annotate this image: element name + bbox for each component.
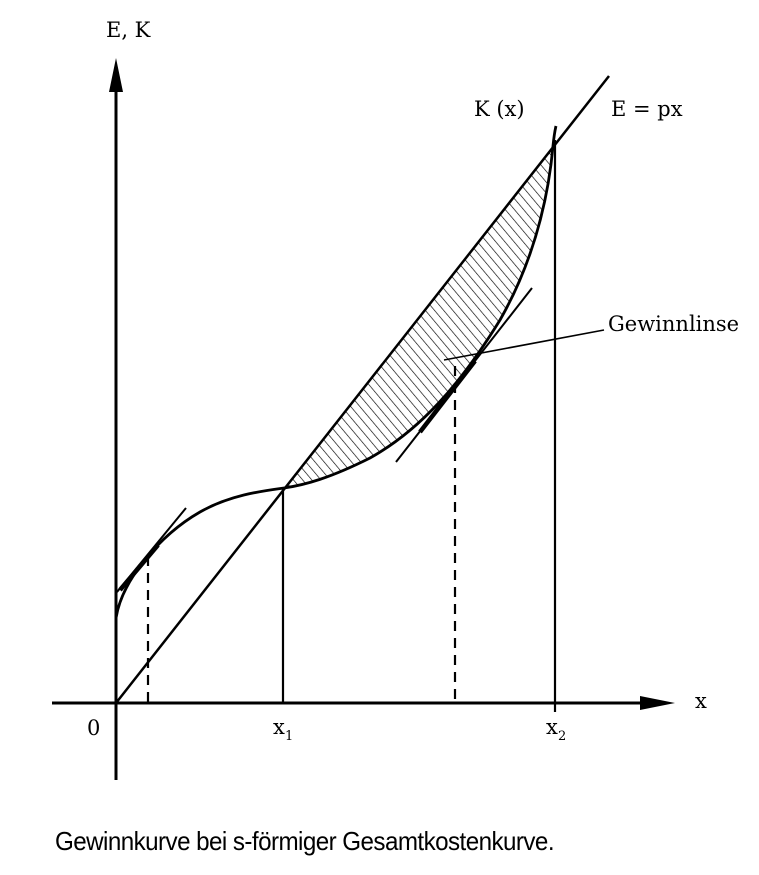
tangent-right-thick: [418, 359, 477, 434]
origin-label: 0: [87, 716, 100, 740]
x-axis: [52, 696, 675, 710]
revenue-line-label: E = px: [611, 97, 683, 121]
profit-lens-pointer: [443, 329, 605, 361]
y-axis: [109, 58, 123, 780]
y-axis-label: E, K: [106, 18, 151, 42]
profit-lens-label: Gewinnlinse: [608, 312, 739, 336]
x1-subscript: 1: [285, 729, 293, 744]
tangent-left-thick: [118, 543, 160, 592]
figure-caption: Gewinnkurve bei s-förmiger Gesamtkostenk…: [55, 826, 555, 856]
revenue-line: [115, 75, 610, 704]
x2-subscript: 2: [558, 729, 566, 744]
x2-label: x: [546, 715, 558, 739]
x1-label: x: [273, 715, 285, 739]
cost-curve: [114, 125, 558, 619]
cost-curve-label: K (x): [474, 97, 525, 121]
x-axis-label: x: [695, 689, 707, 713]
